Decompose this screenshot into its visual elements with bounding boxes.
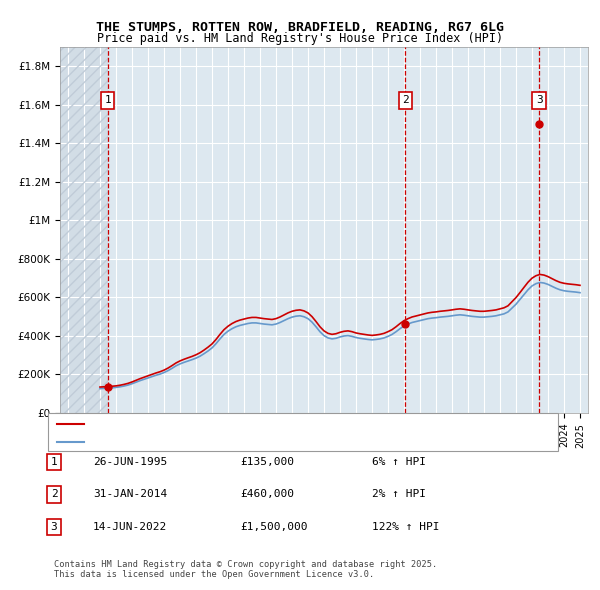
Text: Price paid vs. HM Land Registry's House Price Index (HPI): Price paid vs. HM Land Registry's House … (97, 32, 503, 45)
Text: 1: 1 (104, 95, 111, 105)
Text: 3: 3 (536, 95, 542, 105)
Text: 3: 3 (50, 522, 58, 532)
Text: 2% ↑ HPI: 2% ↑ HPI (372, 490, 426, 499)
Text: THE STUMPS, ROTTEN ROW, BRADFIELD, READING, RG7 6LG: THE STUMPS, ROTTEN ROW, BRADFIELD, READI… (96, 21, 504, 34)
Text: THE STUMPS, ROTTEN ROW, BRADFIELD, READING, RG7 6LG (detached house): THE STUMPS, ROTTEN ROW, BRADFIELD, READI… (87, 419, 487, 429)
Bar (60, 47, 107, 413)
Text: 1: 1 (50, 457, 58, 467)
Text: £135,000: £135,000 (240, 457, 294, 467)
Text: 26-JUN-1995: 26-JUN-1995 (93, 457, 167, 467)
Text: 2: 2 (50, 490, 58, 499)
Text: 14-JUN-2022: 14-JUN-2022 (93, 522, 167, 532)
Text: £1,500,000: £1,500,000 (240, 522, 308, 532)
Text: 6% ↑ HPI: 6% ↑ HPI (372, 457, 426, 467)
Text: HPI: Average price, detached house, West Berkshire: HPI: Average price, detached house, West… (87, 437, 381, 447)
Text: 122% ↑ HPI: 122% ↑ HPI (372, 522, 439, 532)
Text: £460,000: £460,000 (240, 490, 294, 499)
Bar (60, 47, 107, 413)
Text: 2: 2 (402, 95, 409, 105)
Text: Contains HM Land Registry data © Crown copyright and database right 2025.
This d: Contains HM Land Registry data © Crown c… (54, 560, 437, 579)
Text: 31-JAN-2014: 31-JAN-2014 (93, 490, 167, 499)
